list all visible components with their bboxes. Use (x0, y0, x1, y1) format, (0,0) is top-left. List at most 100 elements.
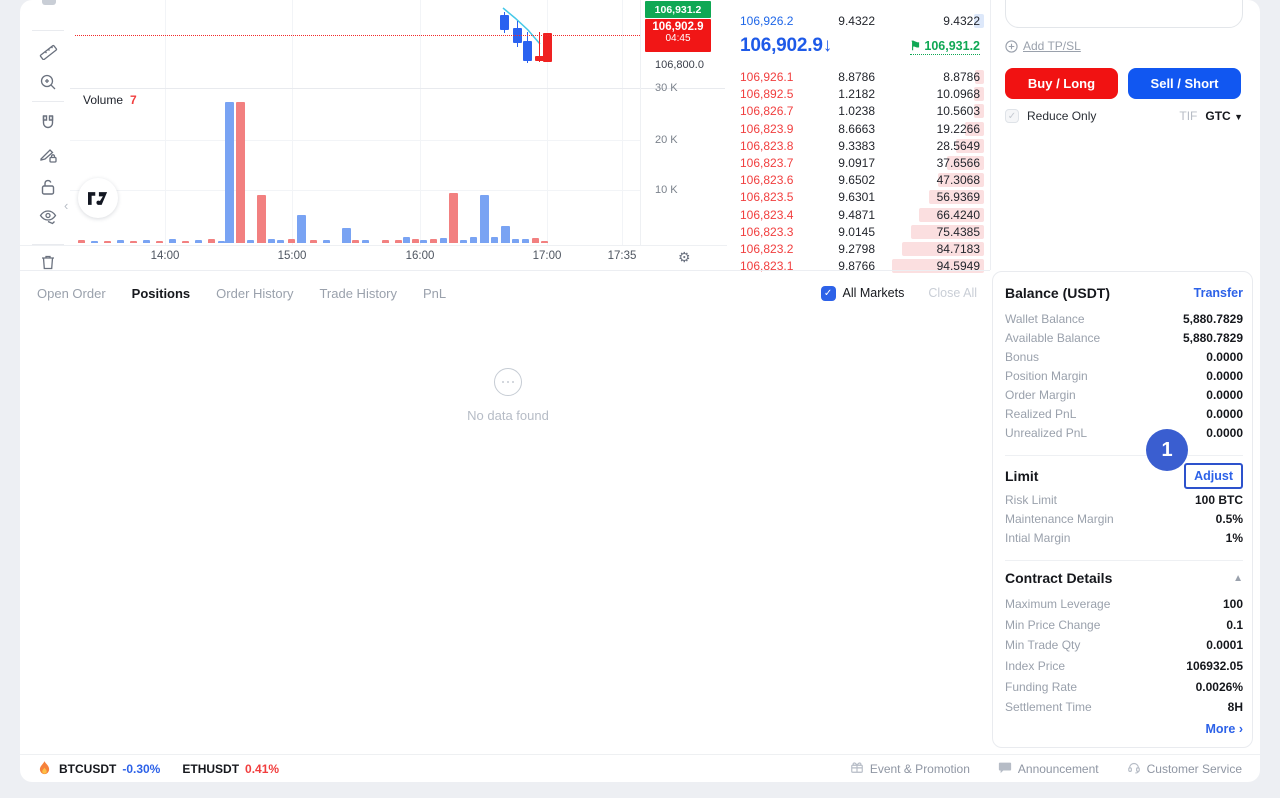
time-tick: 14:00 (150, 250, 180, 262)
ticker-change: 0.41% (245, 761, 280, 776)
info-value: 1% (1225, 530, 1243, 545)
volume-tick: 30 K (655, 82, 678, 94)
axis-price-tick: 106,800.0 (655, 59, 704, 71)
hide-drawings-icon[interactable] (38, 207, 58, 227)
depth-bar (892, 259, 984, 274)
tab-pnl[interactable]: PnL (423, 285, 447, 301)
all-markets-checkbox[interactable]: ✓ (820, 285, 836, 301)
info-value: 100 (1222, 597, 1243, 612)
candle-body (500, 15, 509, 30)
info-label: Maintenance Margin (1005, 511, 1114, 526)
contract-header[interactable]: Contract Details ▲ (1005, 570, 1243, 586)
time-tick: 15:00 (277, 250, 307, 262)
info-value: 0.0000 (1206, 425, 1243, 440)
volume-bar (403, 237, 410, 243)
orderbook-bid-row[interactable]: 106,823.6 9.6502 47.3068 (730, 172, 990, 189)
orderbook-bid-row[interactable]: 106,823.7 9.0917 37.6566 (730, 154, 990, 171)
limit-header: Limit Adjust (1005, 463, 1243, 489)
depth-bar (956, 138, 984, 153)
ticker-btcusdt[interactable]: BTCUSDT -0.30% (59, 762, 160, 776)
info-label: Funding Rate (1005, 679, 1078, 694)
info-row: Unrealized PnL 0.0000 (1005, 423, 1243, 442)
orderbook-bid-row[interactable]: 106,826.7 1.0238 10.5603 (730, 103, 990, 120)
limit-rows: Risk Limit 100 BTC Maintenance Margin 0.5% I… (1005, 490, 1243, 547)
volume-bar (130, 241, 137, 243)
footer-link-announcement[interactable]: Announcement (998, 760, 1099, 777)
bid-qty: 9.0145 (838, 224, 875, 239)
volume-bar (257, 195, 266, 243)
bid-qty: 9.6502 (838, 173, 875, 188)
ruler-icon[interactable] (38, 40, 58, 60)
volume-bar (288, 239, 295, 243)
bid-total-wrap: 28.5649 (875, 138, 984, 153)
candle-wick (539, 32, 540, 62)
zoom-in-icon[interactable] (38, 72, 58, 92)
ticker-symbol: BTCUSDT (59, 761, 117, 776)
transfer-link[interactable]: Transfer (1193, 286, 1243, 300)
info-row: Funding Rate 0.0026% (1005, 676, 1243, 697)
volume-bar (395, 240, 402, 243)
chevron-up-icon[interactable]: ▲ (1233, 572, 1243, 584)
tradingview-logo[interactable] (78, 178, 118, 218)
info-label: Settlement Time (1005, 700, 1092, 715)
gridline (70, 140, 640, 141)
info-row: Maximum Leverage 100 (1005, 594, 1243, 615)
orderbook-bid-row[interactable]: 106,823.8 9.3383 28.5649 (730, 137, 990, 154)
unlock-icon[interactable] (38, 177, 58, 197)
adjust-button[interactable]: Adjust (1194, 469, 1233, 483)
collapse-chart-arrow[interactable]: ‹ (64, 198, 69, 213)
volume-bar (156, 241, 163, 243)
bid-price: 106,823.8 (740, 138, 794, 153)
orderbook-bid-row[interactable]: 106,823.2 9.2798 84.7183 (730, 240, 990, 257)
volume-bar (362, 240, 369, 243)
magnet-icon[interactable] (38, 113, 58, 133)
chart-plot[interactable]: Volume 7 (70, 0, 640, 245)
depth-bar (901, 241, 984, 256)
sell-short-button[interactable]: Sell / Short (1128, 68, 1241, 99)
volume-bar (247, 240, 254, 243)
tab-order-history[interactable]: Order History (216, 285, 294, 301)
orderbook-last-price-row[interactable]: 106,902.9↓ ⚑ 106,931.2 (740, 31, 980, 61)
order-input-partial[interactable] (1005, 0, 1243, 28)
close-all-button[interactable]: Close All (928, 286, 977, 300)
depth-bar (910, 224, 984, 239)
ask-qty: 9.4322 (838, 13, 875, 28)
footer-link-event-promotion[interactable]: Event & Promotion (850, 760, 970, 777)
orderbook-bid-row[interactable]: 106,823.3 9.0145 75.4385 (730, 223, 990, 240)
ticker-ethusdt[interactable]: ETHUSDT 0.41% (182, 762, 279, 776)
volume-indicator-label[interactable]: Volume 7 (83, 93, 137, 107)
tab-trade-history[interactable]: Trade History (319, 285, 398, 301)
tif-dropdown[interactable]: TIF GTC ▼ (1179, 109, 1243, 123)
bid-qty: 1.2182 (838, 87, 875, 102)
info-value: 0.0000 (1206, 349, 1243, 364)
orderbook-bid-row[interactable]: 106,823.9 8.6663 19.2266 (730, 120, 990, 137)
annotation-highlight-box: Adjust (1184, 463, 1243, 489)
price-axis[interactable]: 106,931.2 106,902.9 04:45 106,800.0 30 K… (640, 0, 727, 245)
buy-long-button[interactable]: Buy / Long (1005, 68, 1118, 99)
chart-settings-gear-icon[interactable]: ⚙ (678, 249, 691, 265)
orderbook-bid-row[interactable]: 106,823.4 9.4871 66.4240 (730, 206, 990, 223)
footer-link-customer-service[interactable]: Customer Service (1127, 760, 1242, 777)
info-label: Available Balance (1005, 330, 1101, 345)
main-window: ‹ Volume 7 106,931.2 106,902.9 04:45 (20, 0, 1260, 782)
info-label: Position Margin (1005, 368, 1088, 383)
add-tpsl-link[interactable]: Add TP/SL (1005, 39, 1081, 53)
draw-lock-icon[interactable] (38, 145, 58, 165)
reduce-only-checkbox[interactable]: ✓ (1005, 109, 1019, 123)
orderbook-bid-row[interactable]: 106,823.5 9.6301 56.9369 (730, 189, 990, 206)
orderbook-bid-row[interactable]: 106,926.1 8.8786 8.8786 (730, 69, 990, 86)
volume-bar (225, 102, 234, 243)
orderbook-ask-row[interactable]: 106,926.2 9.4322 9.4322 (730, 12, 990, 29)
tab-open-order[interactable]: Open Order (37, 285, 106, 301)
info-label: Order Margin (1005, 387, 1076, 402)
ticker-strip: BTCUSDT -0.30% ETHUSDT 0.41% (59, 762, 279, 776)
bid-price: 106,823.5 (740, 190, 794, 205)
more-link[interactable]: More › (1205, 722, 1244, 736)
time-axis[interactable]: ⚙ 14:00 15:00 16:00 17:00 17:35 (20, 246, 727, 270)
depth-bar (974, 13, 984, 28)
gift-icon (850, 760, 864, 777)
trash-icon[interactable] (38, 252, 58, 272)
orderbook-bid-row[interactable]: 106,892.5 1.2182 10.0968 (730, 86, 990, 103)
tab-positions[interactable]: Positions (131, 285, 191, 301)
orderbook-bid-row[interactable]: 106,823.1 9.8766 94.5949 (730, 258, 990, 275)
